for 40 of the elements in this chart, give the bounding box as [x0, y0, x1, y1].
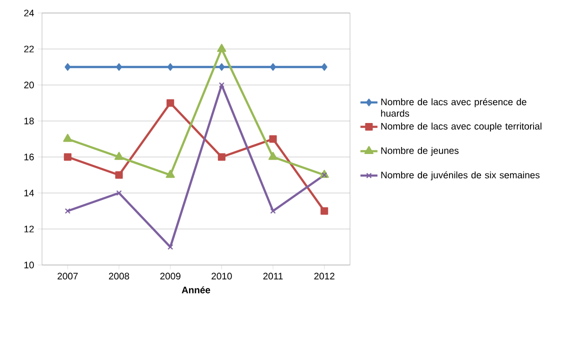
point — [167, 63, 174, 71]
point — [218, 153, 226, 161]
point — [269, 135, 277, 143]
y-tick-label: 12 — [24, 226, 34, 232]
point — [268, 152, 278, 160]
point — [115, 171, 123, 179]
x-tick-label: 2007 — [58, 272, 78, 280]
point — [114, 152, 124, 160]
x-tick-label: 2009 — [160, 272, 180, 280]
x-tick-label: 2008 — [108, 272, 130, 280]
legend-label: Nombre de jeunes — [381, 146, 459, 156]
point — [270, 63, 276, 71]
point — [116, 190, 122, 196]
y-tick-label: 14 — [24, 190, 34, 196]
x-tick-label: 2011 — [263, 272, 283, 280]
legend-label: Nombre de lacs avec présence de huards — [381, 98, 526, 117]
point — [166, 170, 175, 178]
point — [270, 208, 276, 214]
y-tick-label: 22 — [24, 46, 34, 52]
point — [218, 63, 225, 71]
point — [63, 134, 72, 142]
x-tick-label: 2012 — [314, 272, 334, 280]
point — [64, 153, 72, 161]
point — [64, 63, 71, 71]
y-tick-label: 18 — [24, 118, 34, 124]
point — [167, 244, 174, 250]
legend-label: Nombre de lacs avec couple territorial — [381, 122, 542, 132]
point — [166, 99, 174, 107]
x-axis-title: Année — [182, 286, 210, 294]
y-tick-label: 16 — [24, 154, 34, 160]
y-tick-label: 10 — [24, 262, 34, 268]
point — [116, 63, 122, 71]
point — [218, 82, 225, 88]
legend-label: Nombre de juvéniles de six semaines — [381, 171, 540, 180]
point — [217, 44, 226, 52]
point — [320, 207, 328, 215]
y-tick-label: 20 — [24, 82, 34, 88]
y-tick-label: 24 — [24, 10, 34, 16]
point — [321, 63, 328, 71]
x-tick-label: 2010 — [212, 272, 232, 280]
